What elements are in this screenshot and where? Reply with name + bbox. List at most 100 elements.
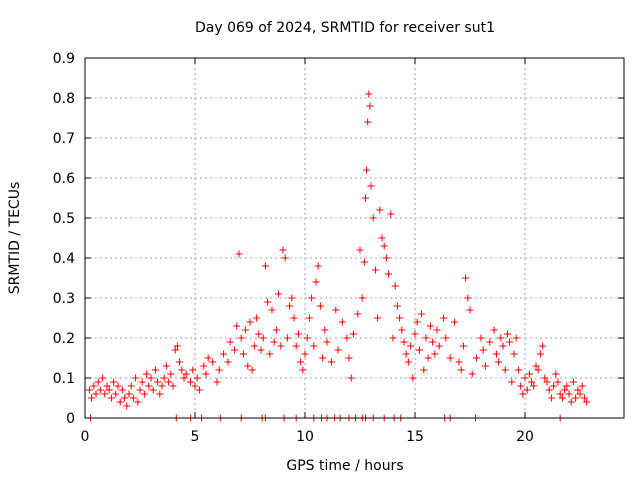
data-point xyxy=(308,294,316,302)
data-point xyxy=(517,382,525,390)
data-point xyxy=(418,310,426,318)
data-point xyxy=(314,262,322,270)
data-point xyxy=(125,390,133,398)
data-point xyxy=(165,378,173,386)
y-tick-label: 0.1 xyxy=(53,371,75,387)
data-point xyxy=(497,334,505,342)
data-point xyxy=(114,382,122,390)
data-point xyxy=(572,394,580,402)
data-point xyxy=(514,366,522,374)
data-point xyxy=(479,346,487,354)
data-point xyxy=(270,338,278,346)
data-point xyxy=(550,382,558,390)
data-point xyxy=(231,346,239,354)
data-point xyxy=(358,294,366,302)
data-point xyxy=(376,206,384,214)
data-point xyxy=(167,370,175,378)
data-point xyxy=(134,398,142,406)
data-point xyxy=(457,366,465,374)
data-point xyxy=(101,390,109,398)
data-point xyxy=(261,262,269,270)
data-point xyxy=(366,102,374,110)
data-point xyxy=(127,382,135,390)
data-point xyxy=(250,342,258,350)
data-point xyxy=(94,378,102,386)
data-point xyxy=(187,378,195,386)
data-point xyxy=(244,362,252,370)
axis-ticks xyxy=(84,57,624,419)
data-point xyxy=(389,334,397,342)
data-point xyxy=(429,338,437,346)
data-point xyxy=(528,378,536,386)
data-point xyxy=(349,330,357,338)
data-point xyxy=(552,370,560,378)
data-point xyxy=(310,342,318,350)
data-point xyxy=(435,342,443,350)
data-point xyxy=(129,394,137,402)
y-tick-label: 0.3 xyxy=(53,291,75,307)
grid xyxy=(85,58,624,418)
data-point xyxy=(466,306,474,314)
data-point xyxy=(503,330,511,338)
data-point xyxy=(523,386,531,394)
data-point xyxy=(176,358,184,366)
data-point xyxy=(411,330,419,338)
data-point xyxy=(519,390,527,398)
data-point xyxy=(440,314,448,322)
data-point xyxy=(374,314,382,322)
data-point xyxy=(420,366,428,374)
data-point xyxy=(301,350,309,358)
data-point xyxy=(145,382,153,390)
data-point xyxy=(90,382,98,390)
data-point xyxy=(396,314,404,322)
data-point xyxy=(385,270,393,278)
data-point xyxy=(200,362,208,370)
data-point xyxy=(191,382,199,390)
y-tick-label: 0.9 xyxy=(53,51,75,67)
data-point xyxy=(288,294,296,302)
data-point xyxy=(147,374,155,382)
data-point xyxy=(323,338,331,346)
data-point xyxy=(369,214,377,222)
data-point xyxy=(193,374,201,382)
data-point xyxy=(112,390,120,398)
data-point xyxy=(319,354,327,362)
data-point xyxy=(556,390,564,398)
data-point xyxy=(132,374,140,382)
x-tick-label: 5 xyxy=(191,429,200,445)
data-point xyxy=(96,386,104,394)
data-point xyxy=(404,358,412,366)
data-point xyxy=(299,366,307,374)
data-point xyxy=(158,382,166,390)
data-point xyxy=(583,398,591,406)
data-point xyxy=(554,378,562,386)
data-point xyxy=(580,394,588,402)
data-point xyxy=(169,382,177,390)
data-point xyxy=(455,358,463,366)
data-point xyxy=(110,378,118,386)
data-point xyxy=(492,350,500,358)
data-point xyxy=(316,302,324,310)
data-point xyxy=(407,342,415,350)
data-point xyxy=(226,338,234,346)
data-point xyxy=(501,366,509,374)
x-tick-label: 10 xyxy=(296,429,314,445)
data-point xyxy=(257,346,265,354)
data-point xyxy=(281,254,289,262)
data-point xyxy=(545,386,553,394)
data-point xyxy=(312,278,320,286)
data-point xyxy=(264,298,272,306)
data-point xyxy=(530,382,538,390)
data-point xyxy=(283,334,291,342)
data-point xyxy=(446,354,454,362)
data-point xyxy=(151,366,159,374)
data-point xyxy=(233,322,241,330)
data-point xyxy=(182,370,190,378)
data-point xyxy=(561,386,569,394)
data-point xyxy=(123,402,131,410)
data-points xyxy=(85,90,591,422)
data-point xyxy=(387,210,395,218)
data-point xyxy=(105,386,113,394)
data-point xyxy=(393,302,401,310)
data-point xyxy=(543,378,551,386)
